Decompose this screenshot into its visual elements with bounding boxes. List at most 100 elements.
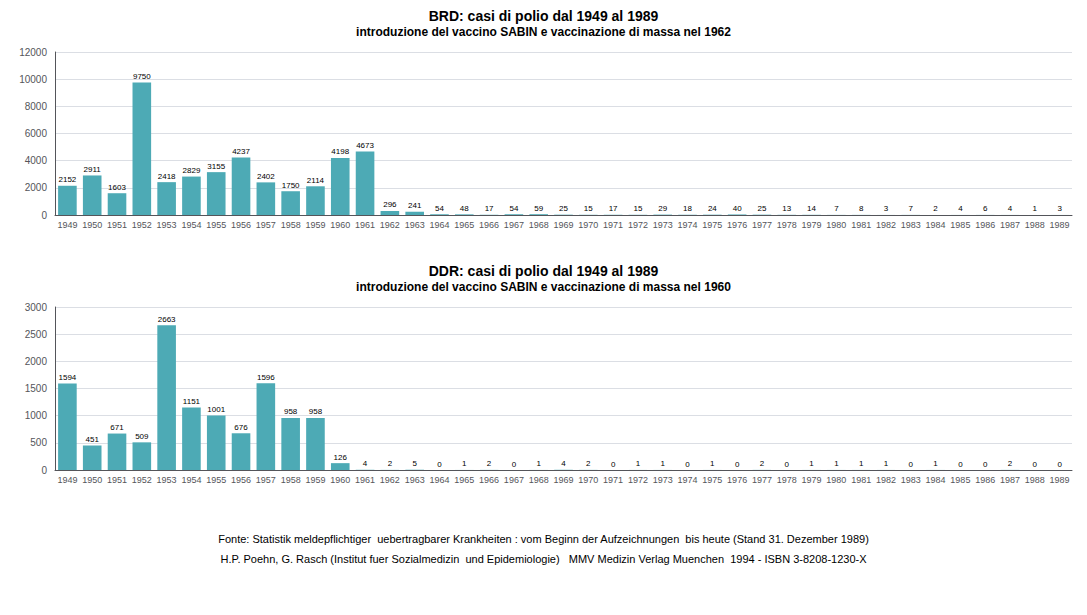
svg-text:13: 13 bbox=[782, 204, 791, 213]
svg-text:1975: 1975 bbox=[702, 475, 722, 485]
svg-text:12000: 12000 bbox=[19, 47, 47, 58]
svg-text:7: 7 bbox=[834, 204, 839, 213]
svg-text:1973: 1973 bbox=[653, 220, 673, 230]
svg-text:1974: 1974 bbox=[678, 220, 698, 230]
svg-text:2000: 2000 bbox=[25, 182, 48, 193]
svg-text:2: 2 bbox=[1008, 459, 1013, 468]
svg-text:25: 25 bbox=[757, 204, 766, 213]
svg-text:4: 4 bbox=[958, 204, 963, 213]
svg-text:17: 17 bbox=[485, 204, 494, 213]
svg-text:0: 0 bbox=[685, 460, 690, 469]
svg-text:1987: 1987 bbox=[1000, 220, 1020, 230]
svg-text:H.P. Poehn, G. Rasch (Institut: H.P. Poehn, G. Rasch (Institut fuer Sozi… bbox=[220, 553, 867, 565]
svg-text:1965: 1965 bbox=[454, 220, 474, 230]
svg-text:1951: 1951 bbox=[107, 475, 127, 485]
svg-text:1986: 1986 bbox=[975, 220, 995, 230]
svg-text:1983: 1983 bbox=[901, 475, 921, 485]
svg-text:1986: 1986 bbox=[975, 475, 995, 485]
svg-text:1965: 1965 bbox=[454, 475, 474, 485]
svg-text:0: 0 bbox=[41, 465, 47, 476]
svg-text:1961: 1961 bbox=[355, 220, 375, 230]
svg-text:1961: 1961 bbox=[355, 475, 375, 485]
svg-text:4198: 4198 bbox=[331, 147, 349, 156]
svg-text:1982: 1982 bbox=[876, 475, 896, 485]
svg-text:6000: 6000 bbox=[25, 128, 48, 139]
svg-text:1972: 1972 bbox=[628, 220, 648, 230]
svg-text:4: 4 bbox=[561, 459, 566, 468]
svg-text:24: 24 bbox=[708, 204, 717, 213]
svg-text:671: 671 bbox=[110, 423, 124, 432]
svg-text:1964: 1964 bbox=[429, 475, 449, 485]
svg-text:1975: 1975 bbox=[702, 220, 722, 230]
svg-text:2500: 2500 bbox=[25, 329, 48, 340]
svg-text:1962: 1962 bbox=[380, 220, 400, 230]
svg-text:1967: 1967 bbox=[504, 475, 524, 485]
svg-text:1983: 1983 bbox=[901, 220, 921, 230]
svg-text:2: 2 bbox=[487, 459, 492, 468]
svg-text:1969: 1969 bbox=[553, 220, 573, 230]
svg-text:1978: 1978 bbox=[777, 475, 797, 485]
svg-text:1984: 1984 bbox=[926, 475, 946, 485]
svg-text:1960: 1960 bbox=[330, 475, 350, 485]
svg-text:1979: 1979 bbox=[802, 475, 822, 485]
svg-text:1963: 1963 bbox=[405, 475, 425, 485]
svg-text:1955: 1955 bbox=[206, 220, 226, 230]
svg-text:2000: 2000 bbox=[25, 356, 48, 367]
svg-text:1982: 1982 bbox=[876, 220, 896, 230]
svg-text:1962: 1962 bbox=[380, 475, 400, 485]
svg-text:1981: 1981 bbox=[851, 475, 871, 485]
svg-text:1977: 1977 bbox=[752, 475, 772, 485]
svg-text:1978: 1978 bbox=[777, 220, 797, 230]
svg-text:1976: 1976 bbox=[727, 475, 747, 485]
svg-text:0: 0 bbox=[983, 460, 988, 469]
svg-text:0: 0 bbox=[512, 460, 517, 469]
svg-text:4: 4 bbox=[363, 459, 368, 468]
svg-text:8: 8 bbox=[859, 204, 864, 213]
svg-text:0: 0 bbox=[611, 460, 616, 469]
svg-text:2418: 2418 bbox=[158, 172, 176, 181]
svg-text:0: 0 bbox=[437, 460, 442, 469]
svg-text:1500: 1500 bbox=[25, 383, 48, 394]
svg-text:0: 0 bbox=[909, 460, 914, 469]
svg-text:14: 14 bbox=[807, 204, 816, 213]
svg-text:0: 0 bbox=[1033, 460, 1038, 469]
svg-text:15: 15 bbox=[584, 204, 593, 213]
svg-text:2829: 2829 bbox=[183, 166, 201, 175]
svg-text:2: 2 bbox=[933, 204, 938, 213]
svg-text:1951: 1951 bbox=[107, 220, 127, 230]
svg-text:1956: 1956 bbox=[231, 475, 251, 485]
svg-text:Fonte: Statistik meldepflichti: Fonte: Statistik meldepflichtiger uebert… bbox=[218, 533, 869, 545]
svg-text:9750: 9750 bbox=[133, 72, 151, 81]
svg-text:2152: 2152 bbox=[59, 175, 77, 184]
svg-text:1976: 1976 bbox=[727, 220, 747, 230]
svg-text:1980: 1980 bbox=[826, 475, 846, 485]
svg-text:3: 3 bbox=[884, 204, 889, 213]
svg-text:29: 29 bbox=[658, 204, 667, 213]
svg-text:introduzione del vaccino SABIN: introduzione del vaccino SABIN e vaccina… bbox=[356, 280, 731, 294]
svg-text:1959: 1959 bbox=[305, 220, 325, 230]
svg-text:1000: 1000 bbox=[25, 410, 48, 421]
svg-text:241: 241 bbox=[408, 201, 422, 210]
svg-text:1949: 1949 bbox=[57, 475, 77, 485]
svg-text:126: 126 bbox=[334, 453, 348, 462]
svg-text:1: 1 bbox=[933, 459, 938, 468]
svg-text:3000: 3000 bbox=[25, 302, 48, 313]
svg-text:18: 18 bbox=[683, 204, 692, 213]
svg-text:1: 1 bbox=[462, 459, 467, 468]
svg-text:48: 48 bbox=[460, 204, 469, 213]
svg-text:1985: 1985 bbox=[950, 220, 970, 230]
svg-text:1959: 1959 bbox=[305, 475, 325, 485]
svg-text:1964: 1964 bbox=[429, 220, 449, 230]
svg-text:59: 59 bbox=[534, 204, 543, 213]
svg-text:1989: 1989 bbox=[1050, 220, 1070, 230]
svg-text:1988: 1988 bbox=[1025, 475, 1045, 485]
svg-text:2911: 2911 bbox=[84, 165, 102, 174]
svg-text:0: 0 bbox=[1057, 460, 1062, 469]
svg-text:451: 451 bbox=[86, 435, 100, 444]
svg-text:1969: 1969 bbox=[553, 475, 573, 485]
svg-text:1: 1 bbox=[859, 459, 864, 468]
svg-text:1: 1 bbox=[536, 459, 541, 468]
svg-text:1984: 1984 bbox=[926, 220, 946, 230]
svg-text:1001: 1001 bbox=[207, 405, 225, 414]
svg-text:509: 509 bbox=[135, 432, 149, 441]
